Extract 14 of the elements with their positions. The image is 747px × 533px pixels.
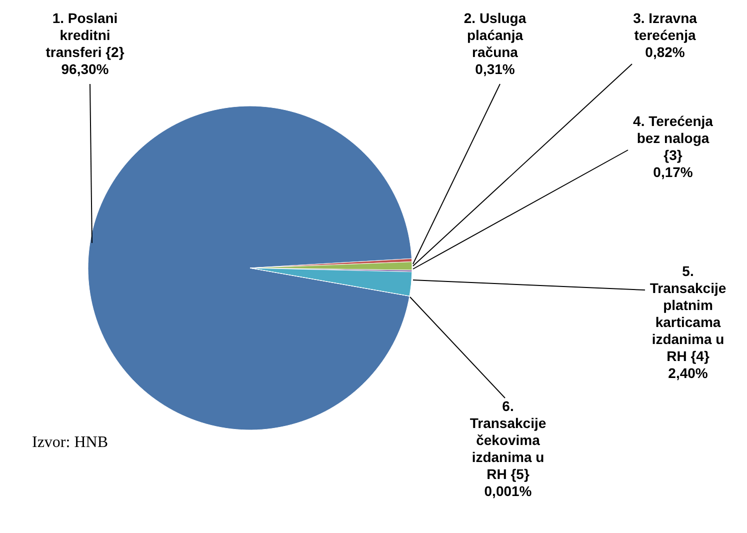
slice-label: 4. Terećenja bez naloga {3} [633, 113, 714, 163]
slice-label: 3. Izravna terećenja [633, 10, 698, 43]
text: Izvor: HNB [32, 434, 108, 451]
data-label: 0,31% [475, 61, 516, 77]
slice-label: 6. Transakcije čekovima izdanima u RH {5} [470, 398, 546, 482]
data-label: 2,40% [668, 365, 708, 381]
data-label: 0,17% [653, 164, 694, 180]
data-label: 0,001% [484, 483, 532, 499]
slice-label: 1. Poslani kreditni transferi {2} [46, 10, 125, 60]
slice-label: 2. Usluga plaćanja računa [464, 10, 526, 60]
data-label: 0,82% [645, 44, 686, 60]
data-label: 96,30% [61, 61, 110, 77]
pie-slice [88, 106, 412, 430]
slice-label: 5. Transakcije platnim karticama izdanima u RH {4} [650, 263, 726, 364]
